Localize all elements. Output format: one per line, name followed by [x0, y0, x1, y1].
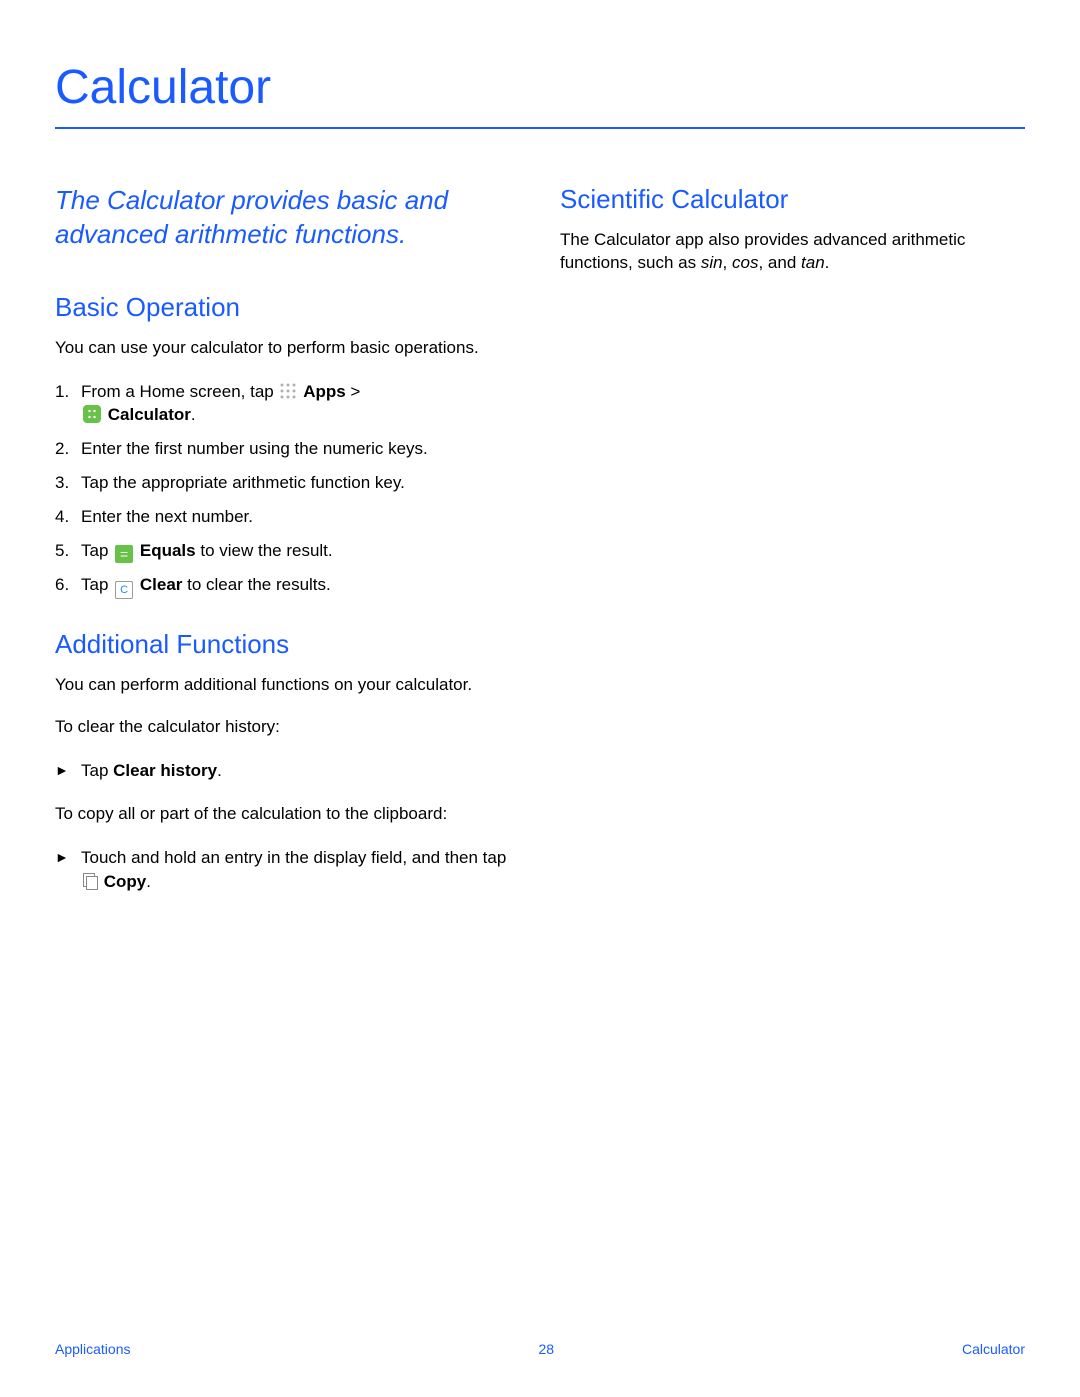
- copy-step: Touch and hold an entry in the display f…: [55, 846, 520, 894]
- step-text: >: [346, 382, 361, 401]
- step-text: From a Home screen, tap: [81, 382, 278, 401]
- scientific-text: The Calculator app also provides advance…: [560, 229, 1025, 275]
- cos-text: cos: [732, 253, 758, 272]
- step-2: Enter the first number using the numeric…: [55, 437, 520, 461]
- equals-label: Equals: [140, 541, 196, 560]
- step-text: .: [217, 761, 222, 780]
- scientific-heading: Scientific Calculator: [560, 184, 1025, 215]
- sin-text: sin: [701, 253, 723, 272]
- sci-text: , and: [758, 253, 801, 272]
- copy-bold: Copy: [104, 872, 147, 891]
- tan-text: tan: [801, 253, 825, 272]
- footer-right: Calculator: [962, 1341, 1025, 1357]
- step-3: Tap the appropriate arithmetic function …: [55, 471, 520, 495]
- equals-icon: =: [115, 545, 133, 563]
- clear-icon: C: [115, 581, 133, 599]
- step-text: to view the result.: [196, 541, 333, 560]
- copy-label: To copy all or part of the calculation t…: [55, 803, 520, 826]
- footer-left: Applications: [55, 1341, 131, 1357]
- copy-icon: [83, 873, 97, 889]
- step-1: From a Home screen, tap Apps > Calculato…: [55, 380, 520, 428]
- additional-intro: You can perform additional functions on …: [55, 674, 520, 697]
- page-title: Calculator: [55, 60, 1025, 129]
- intro-text: The Calculator provides basic and advanc…: [55, 184, 520, 252]
- step-text: Tap: [81, 761, 113, 780]
- step-text: .: [146, 872, 151, 891]
- clear-history-bold: Clear history: [113, 761, 217, 780]
- calculator-label: Calculator: [108, 405, 191, 424]
- additional-functions-heading: Additional Functions: [55, 629, 520, 660]
- sci-text: .: [825, 253, 830, 272]
- step-4: Enter the next number.: [55, 505, 520, 529]
- basic-operation-heading: Basic Operation: [55, 292, 520, 323]
- content-columns: The Calculator provides basic and advanc…: [55, 184, 1025, 924]
- additional-functions-section: Additional Functions You can perform add…: [55, 629, 520, 894]
- basic-operation-steps: From a Home screen, tap Apps > Calculato…: [55, 380, 520, 599]
- calculator-icon: [83, 405, 101, 423]
- footer-page-number: 28: [538, 1341, 554, 1357]
- step-6: Tap C Clear to clear the results.: [55, 573, 520, 599]
- apps-label: Apps: [303, 382, 346, 401]
- sci-text: ,: [723, 253, 732, 272]
- step-text: .: [191, 405, 196, 424]
- step-text: Tap: [81, 541, 113, 560]
- apps-icon: [279, 382, 297, 400]
- page-footer: Applications 28 Calculator: [55, 1341, 1025, 1357]
- step-text: Tap: [81, 575, 113, 594]
- basic-operation-section: Basic Operation You can use your calcula…: [55, 292, 520, 599]
- clear-label: Clear: [140, 575, 183, 594]
- step-text: Touch and hold an entry in the display f…: [81, 848, 506, 867]
- clear-history-step: Tap Clear history.: [55, 759, 520, 783]
- step-5: Tap = Equals to view the result.: [55, 539, 520, 563]
- right-column: Scientific Calculator The Calculator app…: [560, 184, 1025, 924]
- left-column: The Calculator provides basic and advanc…: [55, 184, 520, 924]
- clear-history-label: To clear the calculator history:: [55, 716, 520, 739]
- step-text: to clear the results.: [182, 575, 330, 594]
- scientific-section: Scientific Calculator The Calculator app…: [560, 184, 1025, 275]
- basic-operation-intro: You can use your calculator to perform b…: [55, 337, 520, 360]
